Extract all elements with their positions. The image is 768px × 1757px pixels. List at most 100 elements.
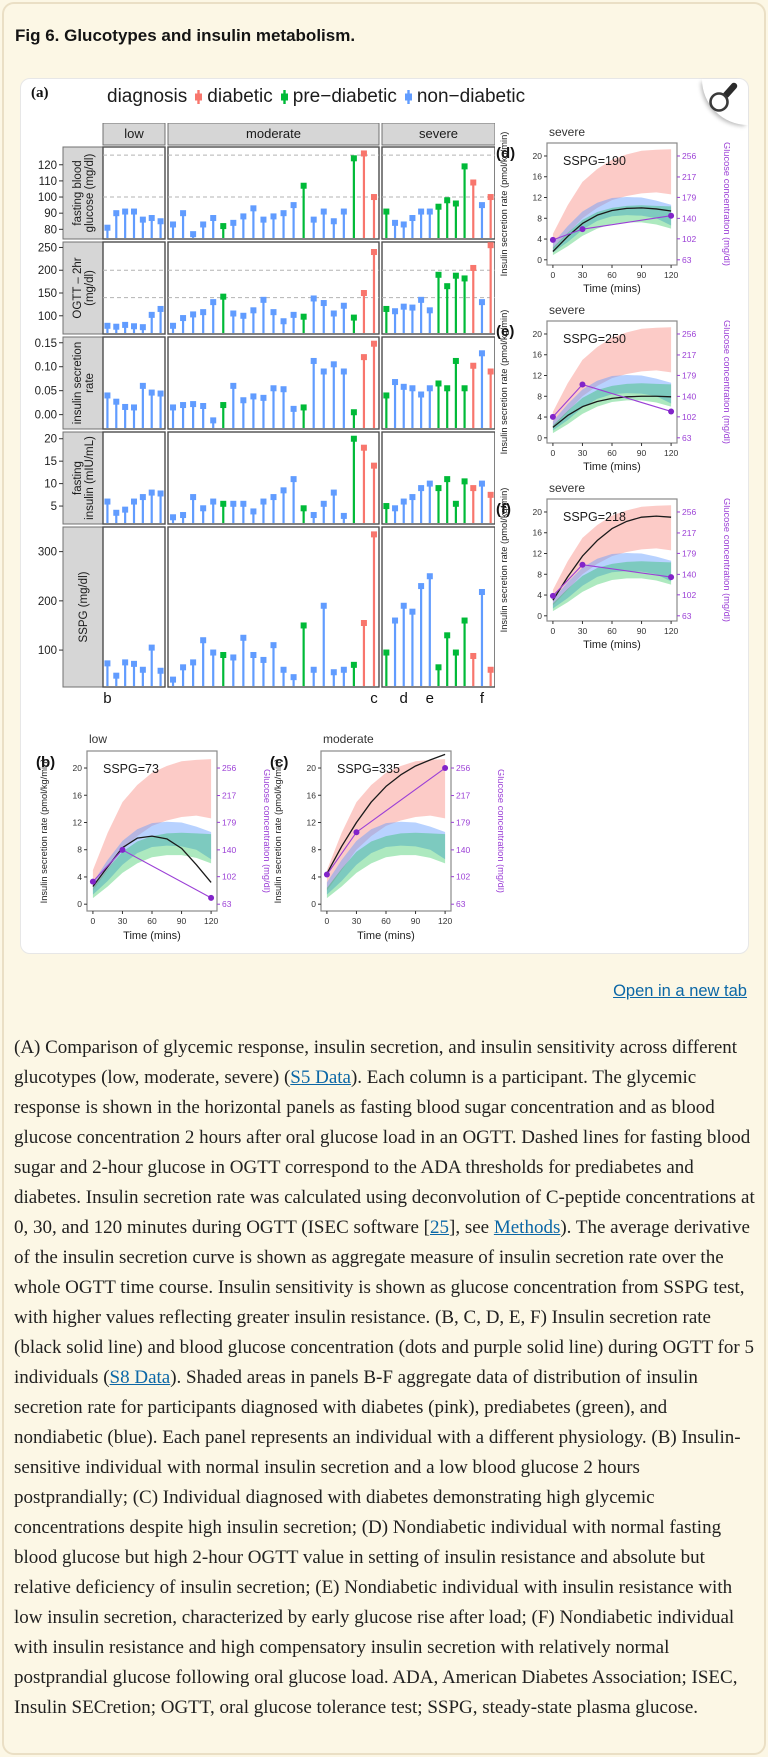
svg-text:Time (mins): Time (mins) <box>123 930 181 942</box>
svg-text:0: 0 <box>537 433 542 443</box>
svg-text:140: 140 <box>682 569 696 579</box>
figure-card[interactable]: (a) diagnosis diabetic pre−diabetic non−… <box>20 78 749 954</box>
svg-text:90: 90 <box>637 626 647 636</box>
svg-text:0: 0 <box>551 626 556 636</box>
svg-text:0.15: 0.15 <box>35 338 57 350</box>
svg-text:256: 256 <box>682 507 696 517</box>
svg-text:f: f <box>480 690 485 707</box>
panel-d-chart: (d) severe SSPG=190 0 4 8 12 16 20 63 102 140 179 217… <box>495 125 732 302</box>
panel-b-chart: (b) low SSPG=73 0 4 8 12 16 20 63 102 140 179 217 256 0… <box>35 729 272 949</box>
svg-text:15: 15 <box>44 456 57 468</box>
svg-text:102: 102 <box>222 872 236 882</box>
svg-text:SSPG=335: SSPG=335 <box>337 762 400 776</box>
svg-text:179: 179 <box>222 817 236 827</box>
svg-text:300: 300 <box>38 547 57 559</box>
svg-text:30: 30 <box>578 626 588 636</box>
panel-f-chart: (f) severe SSPG=218 0 4 8 12 16 20 63 102 140 179 217… <box>495 481 732 658</box>
svg-text:moderate: moderate <box>246 126 301 141</box>
timecourse-svg-f: (f) severe SSPG=218 0 4 8 12 16 20 63 102 140 179 217… <box>496 481 732 651</box>
figure-zoom-button[interactable] <box>702 79 748 125</box>
svg-text:217: 217 <box>682 528 696 538</box>
svg-text:(e): (e) <box>496 323 514 340</box>
caption-link[interactable]: Methods <box>493 1217 561 1238</box>
svg-text:256: 256 <box>222 763 236 773</box>
svg-text:0: 0 <box>325 916 330 926</box>
svg-text:30: 30 <box>578 270 588 280</box>
svg-text:140: 140 <box>456 845 470 855</box>
svg-text:120: 120 <box>204 916 218 926</box>
svg-text:low: low <box>89 732 107 746</box>
svg-text:80: 80 <box>44 224 57 236</box>
svg-text:Time (mins): Time (mins) <box>583 639 641 651</box>
svg-text:256: 256 <box>682 151 696 161</box>
svg-text:60: 60 <box>607 448 617 458</box>
svg-text:0.00: 0.00 <box>35 410 57 422</box>
caption-text: ). Each column is a participant. The gly… <box>14 1067 755 1238</box>
svg-text:217: 217 <box>222 791 236 801</box>
svg-text:63: 63 <box>682 433 692 443</box>
diagnosis-legend: diagnosis diabetic pre−diabetic non−diab… <box>107 86 525 108</box>
legend-item-diabetic: diabetic <box>192 86 273 108</box>
svg-text:102: 102 <box>682 234 696 244</box>
svg-text:100: 100 <box>38 311 57 323</box>
svg-text:20: 20 <box>73 763 83 773</box>
svg-text:120: 120 <box>664 448 678 458</box>
svg-text:60: 60 <box>607 626 617 636</box>
svg-text:(c): (c) <box>270 754 288 771</box>
svg-text:fasting bloodglucose (mg/dl): fasting bloodglucose (mg/dl) <box>72 154 96 233</box>
svg-text:0: 0 <box>537 255 542 265</box>
legend-label: non−diabetic <box>416 86 526 107</box>
svg-text:d: d <box>400 690 408 707</box>
svg-text:20: 20 <box>533 151 543 161</box>
svg-text:Insulin secretion rate (pmol/k: Insulin secretion rate (pmol/kg/min) <box>499 488 509 633</box>
svg-text:20: 20 <box>44 434 57 446</box>
svg-text:90: 90 <box>637 270 647 280</box>
svg-text:b: b <box>103 690 111 707</box>
svg-text:Insulin secretion rate (pmol/k: Insulin secretion rate (pmol/kg/min) <box>273 759 283 904</box>
magnifier-icon <box>709 82 738 112</box>
pre-diabetic-marker-icon <box>280 90 288 104</box>
timecourse-svg-c: (c) moderate SSPG=335 0 4 8 12 16 20 63 102 140 179 2… <box>270 732 506 942</box>
svg-text:150: 150 <box>38 288 57 300</box>
caption-text: ). The average derivative of the insulin… <box>14 1217 754 1388</box>
svg-text:179: 179 <box>682 192 696 202</box>
svg-text:179: 179 <box>682 370 696 380</box>
svg-text:20: 20 <box>533 507 543 517</box>
svg-text:102: 102 <box>456 872 470 882</box>
svg-text:(f): (f) <box>496 501 511 518</box>
svg-text:30: 30 <box>578 448 588 458</box>
svg-text:30: 30 <box>352 916 362 926</box>
caption-link[interactable]: 25 <box>430 1217 450 1238</box>
svg-text:Time (mins): Time (mins) <box>357 930 415 942</box>
timecourse-svg-e: (e) severe SSPG=250 0 4 8 12 16 20 63 102 140 179 217… <box>496 303 732 473</box>
svg-text:90: 90 <box>177 916 187 926</box>
timecourse-svg-b: (b) low SSPG=73 0 4 8 12 16 20 63 102 140 179 217 256 0… <box>36 732 272 942</box>
svg-text:(b): (b) <box>36 754 55 771</box>
svg-text:63: 63 <box>456 899 466 909</box>
svg-text:e: e <box>426 690 434 707</box>
svg-text:Glucose concentration (mg/dl): Glucose concentration (mg/dl) <box>722 320 730 444</box>
svg-text:8: 8 <box>537 391 542 401</box>
svg-text:severe: severe <box>549 481 585 495</box>
figure-caption: (A) Comparison of glycemic response, ins… <box>14 1033 755 1723</box>
svg-text:20: 20 <box>307 763 317 773</box>
diabetic-marker-icon <box>195 90 203 104</box>
svg-text:(d): (d) <box>496 145 515 162</box>
svg-text:100: 100 <box>38 645 57 657</box>
caption-link[interactable]: S8 Data <box>109 1367 171 1388</box>
svg-text:Glucose concentration (mg/dl): Glucose concentration (mg/dl) <box>722 498 730 622</box>
svg-text:8: 8 <box>537 213 542 223</box>
svg-text:30: 30 <box>118 916 128 926</box>
lollipop-grid-svg: low moderate severe fasting bloodglucose (m… <box>35 122 496 707</box>
svg-text:16: 16 <box>533 350 543 360</box>
svg-text:SSPG=73: SSPG=73 <box>103 762 159 776</box>
svg-text:4: 4 <box>537 590 542 600</box>
open-new-tab-link[interactable]: Open in a new tab <box>613 982 747 1000</box>
svg-text:120: 120 <box>438 916 452 926</box>
svg-text:100: 100 <box>38 192 57 204</box>
svg-text:16: 16 <box>73 790 83 800</box>
caption-link[interactable]: S5 Data <box>290 1067 351 1088</box>
svg-text:Insulin secretion rate (pmol/k: Insulin secretion rate (pmol/kg/min) <box>39 759 49 904</box>
glucotype-lollipop-grid: low moderate severe fasting bloodglucose (m… <box>27 122 496 714</box>
svg-text:140: 140 <box>682 391 696 401</box>
